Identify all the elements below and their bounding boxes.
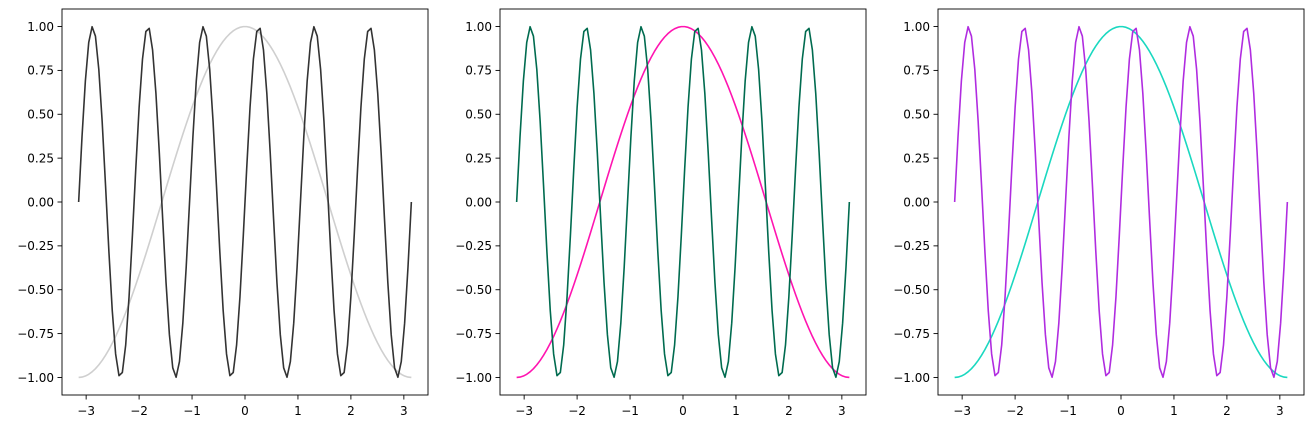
- y-tick-label: 0.00: [903, 195, 930, 209]
- x-tick-label: 3: [1276, 404, 1284, 418]
- x-tick-label: −1: [183, 404, 201, 418]
- x-tick-label: 0: [241, 404, 249, 418]
- y-tick-label: 0.75: [27, 64, 54, 78]
- x-tick-label: −2: [130, 404, 148, 418]
- series-line-sin6x: [515, 25, 851, 379]
- y-tick-label: 0.25: [27, 151, 54, 165]
- y-tick-label: 0.50: [465, 108, 492, 122]
- x-tick-label: −2: [1006, 404, 1024, 418]
- y-tick-label: 0.25: [465, 151, 492, 165]
- y-tick-label: 0.00: [465, 195, 492, 209]
- x-tick-label: 3: [838, 404, 846, 418]
- x-tick-label: −3: [953, 404, 971, 418]
- x-tick-label: 1: [732, 404, 740, 418]
- y-tick-label: −0.75: [17, 327, 54, 341]
- y-tick-label: −0.75: [893, 327, 930, 341]
- series-line-sin6x: [953, 25, 1289, 379]
- y-tick-label: −1.00: [893, 371, 930, 385]
- y-tick-label: −0.50: [455, 283, 492, 297]
- series-line-cosx: [954, 25, 1288, 379]
- y-tick-label: 1.00: [465, 20, 492, 34]
- x-tick-label: −1: [1059, 404, 1077, 418]
- y-tick-label: −0.50: [17, 283, 54, 297]
- x-tick-label: 0: [679, 404, 687, 418]
- y-tick-label: −0.50: [893, 283, 930, 297]
- x-tick-label: 2: [1223, 404, 1231, 418]
- x-tick-label: 3: [400, 404, 408, 418]
- axes-frame: [499, 8, 867, 396]
- series-group: [515, 25, 851, 379]
- y-tick-label: −0.25: [893, 239, 930, 253]
- x-tick-label: −1: [621, 404, 639, 418]
- y-tick-label: −1.00: [17, 371, 54, 385]
- series-line-cosx: [516, 25, 850, 379]
- y-tick-label: 0.75: [465, 64, 492, 78]
- chart-panel-3: −3 −2 −1 0 1 2 3 −1.00 −0.75 −0.50 −0.25 0.00 0.25 0.…: [893, 8, 1305, 418]
- x-tick-label: −3: [77, 404, 95, 418]
- x-tick-label: 1: [294, 404, 302, 418]
- y-tick-label: −0.75: [455, 327, 492, 341]
- x-tick-label: 0: [1117, 404, 1125, 418]
- series-group: [953, 25, 1289, 379]
- y-tick-label: 0.00: [27, 195, 54, 209]
- x-tick-label: 1: [1170, 404, 1178, 418]
- y-tick-label: 0.75: [903, 64, 930, 78]
- y-tick-label: 0.25: [903, 151, 930, 165]
- x-tick-label: −3: [515, 404, 533, 418]
- series-group: [77, 25, 413, 379]
- chart-panel-1: −3 −2 −1 0 1 2 3 −1.00 −0.75 −0.50 −0.25 0.00 0.25 0.…: [17, 8, 429, 418]
- chart-panel-2: −3 −2 −1 0 1 2 3 −1.00 −0.75 −0.50 −0.25 0.00 0.25 0.…: [455, 8, 867, 418]
- y-tick-label: 0.50: [903, 108, 930, 122]
- y-tick-label: −0.25: [455, 239, 492, 253]
- axes-frame: [61, 8, 429, 396]
- y-tick-label: −1.00: [455, 371, 492, 385]
- x-tick-label: 2: [347, 404, 355, 418]
- series-line-cosx: [78, 25, 412, 379]
- y-tick-label: 1.00: [27, 20, 54, 34]
- axes-frame: [937, 8, 1305, 396]
- y-tick-label: 0.50: [27, 108, 54, 122]
- x-tick-label: −2: [568, 404, 586, 418]
- series-line-sin6x: [77, 25, 413, 379]
- x-tick-label: 2: [785, 404, 793, 418]
- y-tick-label: 1.00: [903, 20, 930, 34]
- y-tick-label: −0.25: [17, 239, 54, 253]
